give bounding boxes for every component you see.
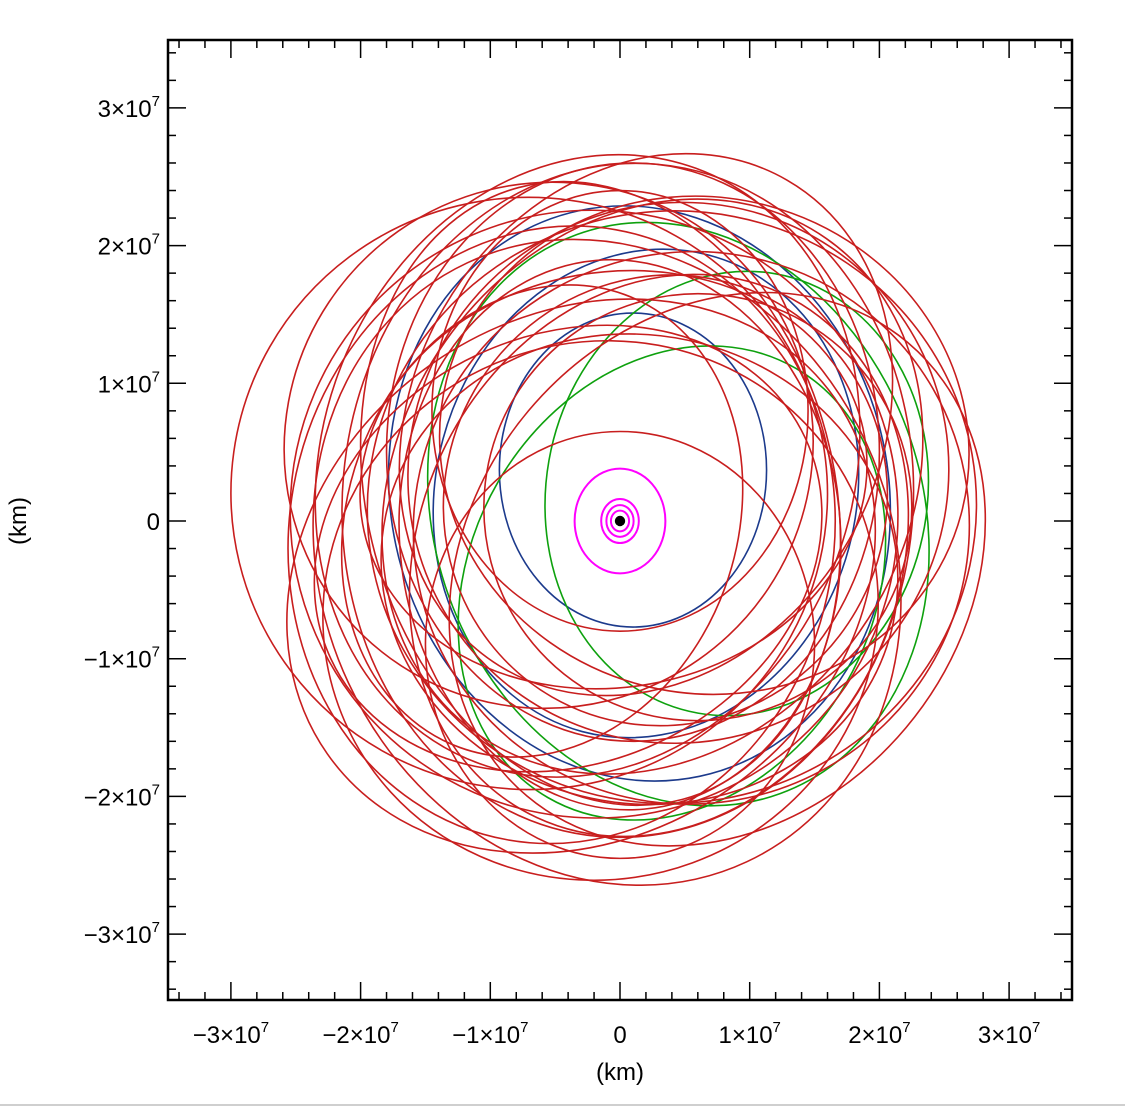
red-orbit-27 [424, 430, 816, 860]
magenta-orbit-2 [600, 497, 640, 545]
red-orbit-25 [340, 284, 744, 758]
y-tick-label: −1×107 [84, 644, 160, 674]
x-tick-label: 3×107 [978, 1019, 1040, 1049]
red-orbit-6 [287, 225, 837, 845]
orbit-lines [230, 152, 987, 886]
red-orbit-20 [398, 152, 894, 697]
green-orbit-1 [544, 270, 930, 717]
red-orbit-3 [366, 210, 978, 805]
red-orbit-21 [313, 324, 823, 773]
red-orbit-13 [407, 201, 950, 745]
red-orbit-23 [359, 269, 868, 690]
red-orbit-7 [412, 250, 971, 805]
x-tick-label: 1×107 [718, 1019, 780, 1049]
red-orbit-28 [431, 189, 809, 632]
red-orbit-11 [385, 162, 881, 743]
y-tick-label: −3×107 [84, 919, 160, 949]
y-tick-label: −2×107 [84, 781, 160, 811]
y-axis-title: (km) [5, 497, 32, 545]
axis-tick-labels: −3×107 −2×107 −1×107 0 1×107 2×107 3×107 3×107 2… [84, 93, 1041, 1049]
red-orbit-12 [286, 298, 877, 854]
red-orbit-16 [398, 258, 842, 811]
x-tick-label: 0 [613, 1022, 626, 1049]
central-body-layer [614, 515, 626, 527]
red-orbit-10 [289, 209, 899, 819]
red-orbit-2 [314, 153, 861, 778]
red-orbit-15 [438, 195, 970, 696]
red-orbit-24 [380, 333, 899, 806]
x-tick-label: −1×107 [452, 1019, 528, 1049]
magenta-orbit-1 [573, 467, 667, 575]
x-tick-label: −3×107 [193, 1019, 269, 1049]
red-orbit-18 [448, 291, 987, 847]
blue-orbit-2 [432, 248, 860, 739]
x-tick-label: 2×107 [848, 1019, 910, 1049]
axis-ticks [168, 40, 1072, 1000]
y-tick-label: 1×107 [98, 368, 160, 398]
central-body [614, 515, 626, 527]
x-axis-title: (km) [596, 1059, 644, 1086]
x-tick-label: −2×107 [322, 1019, 398, 1049]
y-tick-label: 3×107 [98, 93, 160, 123]
red-orbit-8 [359, 180, 842, 807]
y-tick-label: 2×107 [98, 231, 160, 261]
red-orbit-14 [230, 196, 829, 791]
bottom-rule [0, 1104, 1125, 1106]
magenta-orbit-3 [605, 504, 635, 538]
y-tick-label: 0 [147, 509, 160, 536]
magenta-orbit-4 [609, 509, 631, 533]
red-orbit-26 [483, 292, 913, 722]
red-orbit-22 [442, 274, 889, 727]
